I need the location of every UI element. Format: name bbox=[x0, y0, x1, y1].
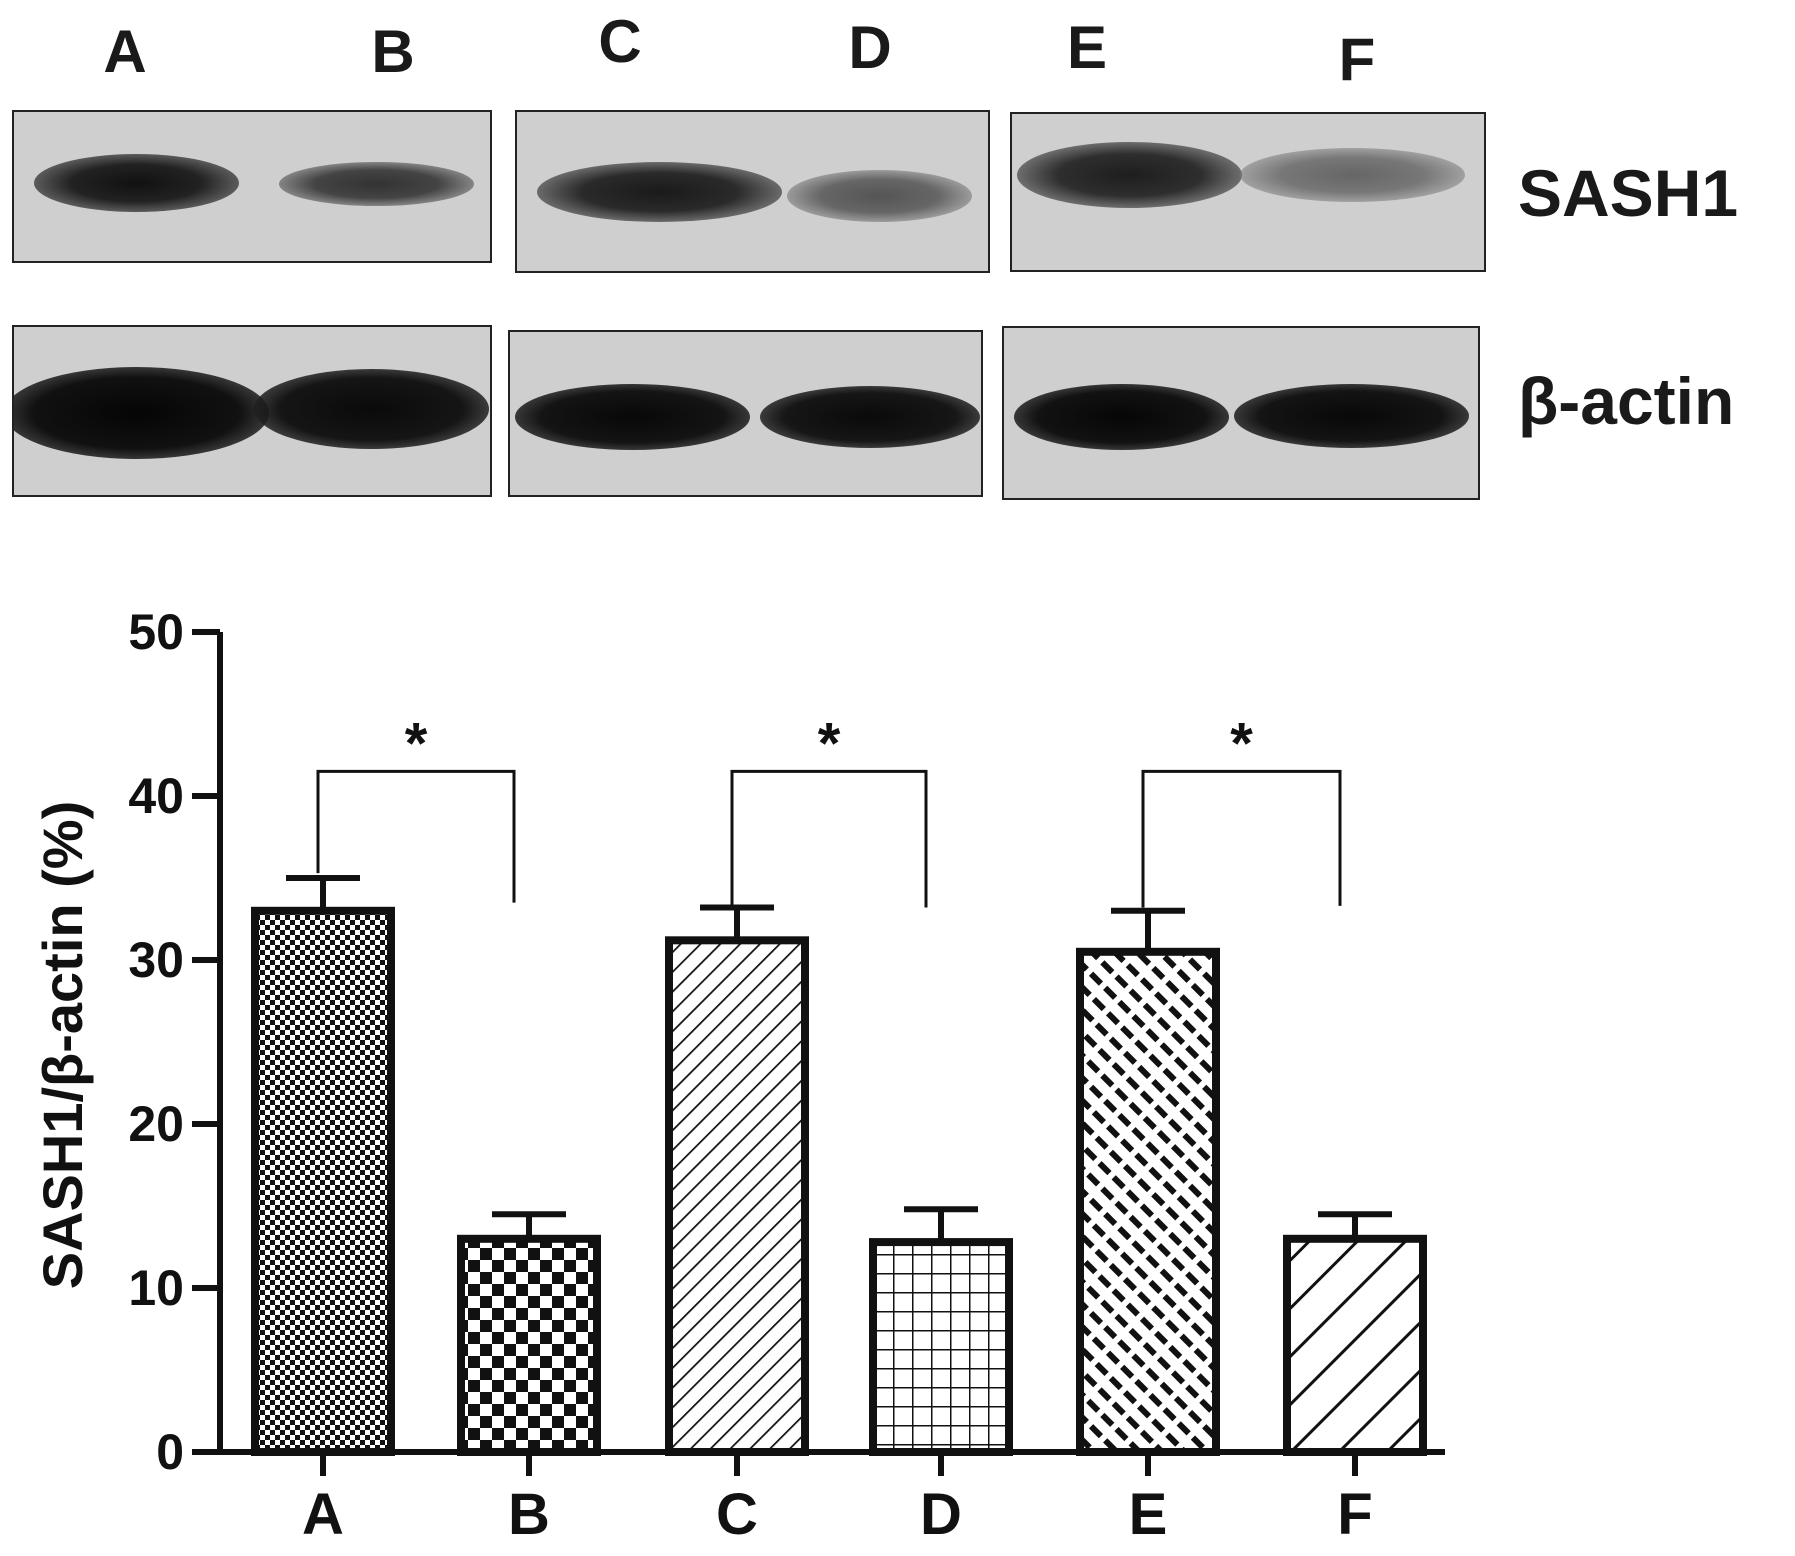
bar-C bbox=[665, 936, 809, 1456]
actin-band-e bbox=[1014, 384, 1229, 450]
sash1-band-c bbox=[537, 162, 782, 222]
lane-label-b: B bbox=[371, 18, 415, 85]
actin-band-c bbox=[515, 384, 750, 450]
sash1-band-f bbox=[1240, 148, 1465, 202]
bar-E bbox=[1076, 947, 1220, 1456]
bar-D bbox=[869, 1238, 1013, 1456]
x-tick-label-F: F bbox=[1337, 1482, 1372, 1547]
sash1-band-a bbox=[34, 154, 239, 212]
significance-label-AB: * bbox=[405, 711, 428, 776]
actin-blot-panel-2 bbox=[508, 330, 983, 497]
significance-bracket-CD bbox=[730, 769, 928, 908]
y-tick-label-30: 30 bbox=[128, 932, 184, 988]
x-tick-label-D: D bbox=[920, 1482, 962, 1547]
actin-band-b bbox=[254, 369, 489, 449]
sash1-band-b bbox=[279, 162, 474, 206]
lane-label-e: E bbox=[1066, 14, 1108, 81]
lane-label-f: F bbox=[1338, 26, 1376, 93]
actin-band-d bbox=[760, 386, 980, 448]
significance-label-EF: * bbox=[1230, 711, 1253, 776]
x-tick-label-B: B bbox=[508, 1482, 550, 1547]
y-tick-label-10: 10 bbox=[128, 1260, 184, 1316]
actin-band-f bbox=[1234, 384, 1469, 448]
sash1-blot-panel-2 bbox=[515, 110, 990, 273]
actin-row-label: β-actin bbox=[1518, 364, 1735, 438]
actin-blot-panel-3 bbox=[1002, 326, 1480, 500]
lane-label-d: D bbox=[848, 14, 892, 81]
bar-B bbox=[457, 1234, 601, 1457]
significance-label-CD: * bbox=[818, 711, 841, 776]
bar-F bbox=[1283, 1234, 1427, 1457]
bar-A bbox=[251, 906, 395, 1456]
actin-blot-panel-1 bbox=[12, 325, 492, 497]
sash1-band-e bbox=[1017, 142, 1242, 208]
sash1-band-d bbox=[787, 170, 972, 222]
x-tick-label-A: A bbox=[302, 1482, 344, 1547]
significance-bracket-EF bbox=[1141, 769, 1342, 908]
sash1-blot-panel-3 bbox=[1010, 112, 1486, 272]
actin-band-a bbox=[14, 367, 269, 459]
bar-chart: SASH1/β-actin (%) 0 10 20 30 40 50 A B C D E F * * * bbox=[31, 604, 1445, 1547]
sash1-row-label: SASH1 bbox=[1518, 156, 1739, 230]
y-tick-label-20: 20 bbox=[128, 1096, 184, 1152]
sash1-blot-panel-1 bbox=[12, 110, 492, 263]
x-tick-label-C: C bbox=[716, 1482, 758, 1547]
lane-label-a: A bbox=[103, 18, 147, 85]
x-tick-label-E: E bbox=[1129, 1482, 1168, 1547]
y-tick-label-0: 0 bbox=[156, 1424, 184, 1480]
y-tick-label-50: 50 bbox=[128, 604, 184, 660]
y-axis-label: SASH1/β-actin (%) bbox=[31, 801, 94, 1289]
y-tick-label-40: 40 bbox=[128, 768, 184, 824]
significance-bracket-AB bbox=[316, 769, 516, 903]
lane-label-c: C bbox=[598, 8, 642, 75]
